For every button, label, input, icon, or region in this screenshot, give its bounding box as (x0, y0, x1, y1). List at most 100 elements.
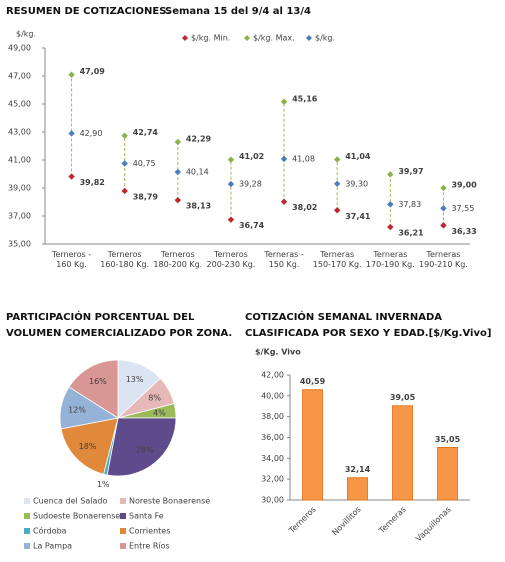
value-label: 37,55 (451, 204, 474, 213)
legend-label: Cuenca del Salado (33, 497, 107, 506)
legend-label: Sudoeste Bonaerense (33, 512, 120, 521)
value-label: 32,14 (345, 465, 371, 474)
legend-marker (306, 35, 312, 41)
y-tick-label: 42,00 (261, 371, 284, 380)
x-tick-label: Vaquillonas (414, 505, 453, 544)
y-tick-label: 37,00 (8, 212, 31, 221)
value-label: 38,13 (186, 202, 211, 211)
point (121, 132, 128, 139)
value-label: 47,09 (80, 67, 106, 76)
y-tick-label: 38,00 (261, 412, 284, 421)
point (227, 216, 235, 223)
slice-label: 18% (79, 442, 97, 451)
value-label: 36,21 (398, 229, 424, 238)
slice-label: 28% (136, 446, 154, 455)
legend-label: La Pampa (33, 542, 72, 551)
point (387, 223, 394, 231)
value-label: 37,41 (345, 212, 371, 221)
point (227, 156, 235, 163)
value-label: 38,79 (133, 192, 159, 201)
point (280, 198, 288, 205)
value-label: 41,08 (292, 154, 315, 163)
value-label: 39,82 (80, 178, 105, 187)
x-tick-label: Terneros 180-200 Kg. (153, 250, 203, 269)
bar (437, 446, 458, 501)
y-tick-label: 41,00 (8, 156, 31, 165)
point (68, 71, 75, 78)
pie-slice (106, 417, 177, 477)
point (280, 98, 288, 105)
point (333, 156, 341, 163)
y-axis-label: $/Kg. Vivo (255, 348, 301, 357)
y-tick-label: 36,00 (261, 433, 284, 442)
legend-label: Santa Fe (129, 512, 164, 521)
value-label: 45,16 (292, 94, 318, 103)
y-tick-label: 49,00 (8, 44, 31, 53)
x-tick-label: Terneros (287, 505, 318, 536)
legend-marker (24, 513, 30, 519)
pie-slice (68, 359, 119, 419)
value-label: 40,14 (186, 168, 209, 177)
value-label: 39,30 (345, 179, 368, 188)
y-tick-label: 47,00 (8, 72, 31, 81)
legend-marker (182, 35, 188, 41)
point (174, 168, 182, 176)
value-label: 39,28 (239, 180, 262, 189)
value-label: 39,05 (390, 393, 416, 402)
point (68, 130, 75, 137)
pie-slice (60, 417, 119, 475)
value-label: 36,33 (451, 227, 476, 236)
chart-title: RESUMEN DE COTIZACIONES. (6, 6, 171, 17)
value-label: 35,05 (435, 435, 461, 444)
legend-label: $/kg. (315, 34, 335, 43)
legend-label: $/kg. Min. (191, 34, 230, 43)
point (387, 171, 394, 178)
point (440, 205, 447, 212)
y-tick-label: 34,00 (261, 454, 284, 463)
bar (302, 389, 323, 501)
bar (392, 405, 413, 501)
point (440, 222, 447, 229)
x-tick-label: Terneras - 150 Kg. (264, 250, 304, 269)
x-tick-label: Terneras 170-190 Kg. (365, 250, 415, 269)
slice-label: 12% (68, 406, 86, 415)
x-tick-label: Terneras 190-210 Kg. (419, 250, 468, 269)
point (68, 173, 75, 180)
value-label: 38,02 (292, 203, 317, 212)
slice-label: 16% (89, 377, 107, 386)
x-tick-label: Terneros 160-180 Kg. (100, 250, 150, 269)
point (440, 184, 447, 192)
slice-label: 8% (148, 393, 161, 402)
point (333, 180, 341, 187)
slice-label: 13% (126, 375, 144, 384)
chart-title: COTIZACIÓN SEMANAL INVERNADA CLASIFICADA… (245, 312, 492, 339)
legend-marker (244, 35, 250, 41)
y-axis-label: $/kg. (16, 30, 36, 39)
legend-marker (24, 528, 30, 534)
legend-marker (120, 543, 126, 549)
y-tick-label: 32,00 (261, 475, 284, 484)
point (333, 207, 341, 214)
x-tick-label: Novillitos (330, 505, 362, 537)
value-label: 39,00 (451, 181, 477, 190)
value-label: 39,97 (398, 167, 423, 176)
legend-label: Noreste Bonaerense (129, 497, 210, 506)
x-tick-label: Terneros 200-230 Kg. (206, 250, 256, 269)
x-tick-label: Terneras 150-170 Kg. (312, 250, 362, 269)
legend-marker (120, 528, 126, 534)
point (227, 180, 235, 188)
legend-marker (120, 498, 126, 504)
value-label: 36,74 (239, 221, 265, 230)
point (387, 201, 394, 208)
value-label: 42,90 (80, 129, 103, 138)
chart-subtitle: Semana 15 del 9/4 al 13/4 (165, 6, 311, 17)
legend-label: Córdoba (33, 526, 67, 536)
point (174, 196, 182, 204)
legend-label: $/kg. Max. (253, 34, 295, 43)
legend-marker (24, 543, 30, 549)
y-tick-label: 43,00 (8, 128, 31, 137)
slice-label: 4% (153, 408, 166, 417)
point (280, 155, 288, 163)
